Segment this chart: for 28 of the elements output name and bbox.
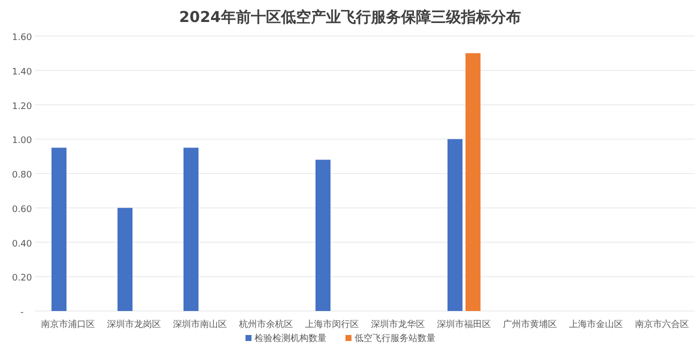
legend-label: 检验检测机构数量: [254, 333, 326, 344]
x-tick-label: 深圳市福田区: [437, 319, 491, 330]
bar: [316, 160, 330, 311]
chart-title: 2024年前十区低空产业飞行服务保障三级指标分布: [179, 8, 521, 26]
bar: [52, 148, 66, 311]
x-tick-label: 杭州市余杭区: [238, 319, 293, 330]
y-tick-label: 1.00: [12, 136, 32, 146]
x-tick-label: 上海市金山区: [569, 319, 623, 330]
x-tick-label: 上海市闵行区: [305, 319, 359, 330]
y-tick-label: 1.40: [12, 67, 32, 78]
y-tick-label: 1.20: [12, 102, 32, 112]
x-tick-label: 深圳市龙华区: [371, 319, 425, 330]
y-tick-label: 1.60: [12, 33, 32, 43]
x-tick-label: 南京市浦口区: [41, 319, 95, 330]
bar: [466, 53, 480, 311]
y-tick-label: 0.60: [12, 204, 32, 215]
bar: [118, 208, 132, 311]
y-tick-label: 0.20: [12, 274, 32, 284]
bar: [184, 148, 198, 311]
y-tick-label: 0.40: [12, 239, 32, 250]
x-tick-label: 广州市黄埔区: [503, 319, 557, 330]
x-tick-label: 南京市六合区: [635, 319, 689, 330]
y-tick-label: 0.80: [12, 170, 32, 180]
x-tick-label: 深圳市龙岗区: [107, 319, 161, 330]
legend-label: 低空飞行服务站数量: [354, 333, 436, 344]
y-tick-label: -: [20, 308, 24, 318]
bar: [448, 139, 462, 311]
x-tick-label: 深圳市南山区: [173, 319, 227, 330]
